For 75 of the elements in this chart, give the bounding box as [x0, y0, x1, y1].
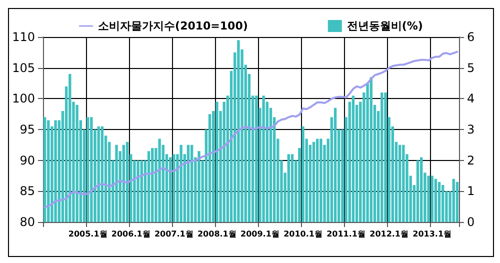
bar: [43, 117, 46, 222]
bar: [97, 126, 100, 222]
bar: [126, 142, 129, 222]
bar: [151, 148, 154, 222]
bar: [434, 178, 438, 222]
bar: [255, 96, 258, 222]
bar: [198, 151, 200, 222]
x-tick-label: 2008.1월: [197, 230, 236, 238]
bar: [427, 176, 430, 222]
bar: [158, 138, 161, 222]
bar: [312, 142, 316, 222]
bar: [115, 144, 118, 222]
bar: [384, 92, 387, 222]
legend-label: 소비자물가지수(2010=100): [98, 20, 248, 32]
bar: [456, 182, 459, 222]
x-tick-label: 2007.1월: [154, 230, 194, 238]
bar: [370, 77, 372, 222]
bar: [452, 178, 455, 222]
bar: [352, 96, 355, 222]
y2-tick-label: 2: [467, 153, 475, 168]
bar: [122, 144, 126, 222]
bar: [208, 114, 212, 222]
y-tick-label: 85: [20, 184, 35, 198]
x-tick-label: 2006.1월: [111, 230, 150, 238]
bar: [420, 157, 423, 222]
x-tick-label: 2011.1월: [326, 230, 366, 238]
y-tick-label: 95: [20, 122, 35, 136]
bar: [430, 176, 434, 222]
bar: [186, 144, 190, 222]
bar: [287, 154, 290, 222]
x-tick-label: 2013.1월: [412, 230, 452, 238]
bar: [190, 144, 194, 222]
y-tick-label: 90: [20, 153, 35, 168]
y-tick-label: 100: [12, 92, 35, 106]
bar: [398, 144, 402, 222]
bar: [216, 102, 218, 222]
bar: [334, 108, 337, 222]
x-tick-label: 2009.1월: [240, 230, 280, 238]
bar: [68, 74, 72, 222]
y2-tick-label: 4: [467, 92, 475, 106]
bar: [180, 144, 182, 222]
y2-tick-label: 1: [467, 184, 475, 198]
bar: [416, 160, 420, 222]
y2-tick-label: 3: [467, 122, 475, 136]
y2-tick-label: 0: [467, 215, 475, 229]
y-tick-label: 80: [20, 215, 35, 229]
bar: [442, 185, 444, 222]
bar: [380, 92, 384, 222]
bar: [76, 104, 78, 222]
x-tick-label: 2005.1월: [68, 230, 108, 238]
bar: [90, 117, 93, 222]
bar: [237, 40, 240, 222]
bar: [147, 151, 150, 222]
bar: [86, 117, 90, 222]
bar: [136, 160, 140, 222]
x-tick-label: 2010.1월: [284, 230, 322, 238]
bar: [316, 138, 319, 222]
y2-tick-label: 5: [467, 60, 475, 75]
bar: [168, 157, 172, 222]
y-tick-label: 105: [12, 60, 35, 75]
line-series: [44, 50, 458, 208]
bar: [290, 154, 294, 222]
y-tick-label: 110: [12, 30, 35, 44]
bar: [172, 154, 176, 222]
bar: [302, 126, 304, 222]
y2-tick-label: 6: [467, 30, 475, 44]
bar: [402, 144, 405, 222]
bar: [438, 182, 441, 222]
bar: [47, 120, 50, 222]
bar: [320, 138, 322, 222]
bar: [100, 126, 104, 222]
x-tick-label: 2012.1월: [370, 230, 409, 238]
bar: [262, 96, 265, 222]
bar: [54, 120, 57, 222]
legend-label: 전년동월비(%): [346, 20, 423, 32]
